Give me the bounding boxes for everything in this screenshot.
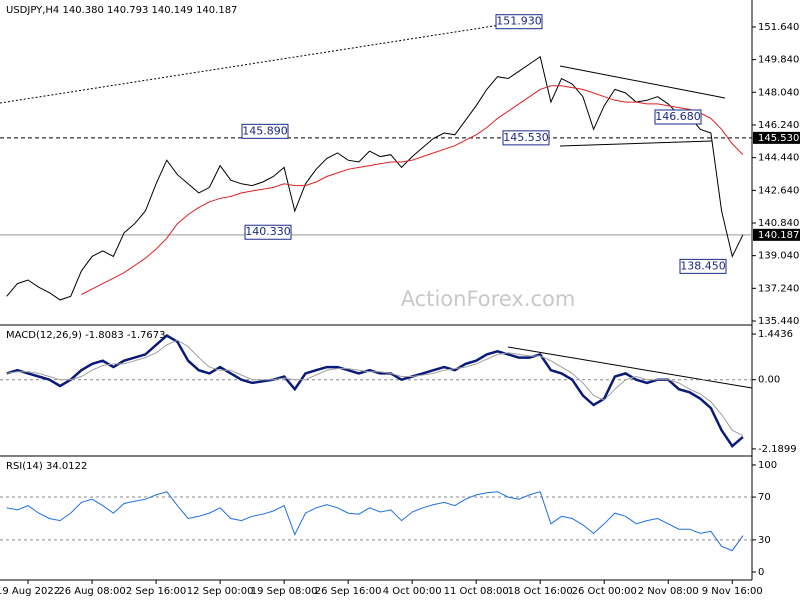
x-tick-label: 19 Sep 08:00	[251, 586, 318, 597]
y-tick-label: 144.440	[758, 153, 799, 164]
trend-line	[559, 65, 726, 99]
trend-line	[559, 140, 713, 147]
x-tick-label: 9 Nov 16:00	[702, 586, 763, 597]
annotation-box	[679, 258, 727, 274]
x-tick-label: 11 Oct 08:00	[444, 586, 509, 597]
price-title: USDJPY,H4 140.380 140.793 140.149 140.18…	[6, 5, 237, 16]
series-line	[6, 339, 744, 437]
level-box	[753, 131, 800, 144]
x-tick-label: 26 Aug 08:00	[58, 586, 125, 597]
y-tick-label: 148.040	[758, 87, 799, 98]
y-tick-label: 70	[758, 492, 771, 503]
annotation-box	[244, 224, 292, 240]
y-tick-label: 135.440	[758, 316, 799, 327]
x-tick-label: 19 Aug 2022	[0, 586, 60, 597]
annotation-label: 151.930	[496, 15, 542, 28]
x-tick-label: 18 Oct 16:00	[508, 586, 573, 597]
annotation-box	[241, 123, 289, 139]
y-tick-label: 0	[758, 567, 764, 578]
y-tick-label: 30	[758, 535, 771, 546]
trend-line	[507, 346, 753, 389]
y-tick-label: 0.00	[758, 375, 780, 386]
y-tick-label: 100	[758, 460, 777, 471]
annotation-box	[502, 130, 550, 146]
x-tick-label: 2 Nov 08:00	[638, 586, 699, 597]
y-tick-label: -2.1899	[758, 444, 797, 455]
level-label: 140.187	[758, 230, 799, 241]
series-line	[81, 85, 744, 295]
annotation-label: 140.330	[245, 225, 291, 238]
trend-line	[0, 24, 501, 104]
annotation-box	[495, 14, 543, 30]
y-tick-label: 140.840	[758, 218, 799, 229]
x-tick-label: 26 Sep 16:00	[315, 586, 382, 597]
annotation-label: 146.680	[655, 110, 701, 123]
level-label: 145.530	[758, 133, 799, 144]
watermark: ActionForex.com	[401, 287, 576, 311]
y-tick-label: 139.040	[758, 251, 799, 262]
annotation-label: 138.450	[680, 259, 726, 272]
x-tick-label: 2 Sep 16:00	[126, 586, 186, 597]
y-tick-label: 137.240	[758, 283, 799, 294]
annotation-label: 145.890	[242, 124, 288, 137]
x-tick-label: 26 Oct 00:00	[572, 586, 637, 597]
y-tick-label: 146.240	[758, 120, 799, 131]
y-tick-label: 142.640	[758, 185, 799, 196]
annotation-label: 145.530	[503, 131, 549, 144]
y-tick-label: 1.4436	[758, 329, 793, 340]
y-tick-label: 149.840	[758, 55, 799, 66]
level-box	[753, 228, 800, 241]
x-tick-label: 4 Oct 00:00	[383, 586, 442, 597]
x-tick-label: 12 Sep 00:00	[187, 586, 254, 597]
series-line	[6, 491, 744, 552]
annotation-box	[654, 109, 702, 125]
rsi-title: RSI(14) 34.0122	[6, 461, 87, 472]
macd-title: MACD(12,26,9) -1.8083 -1.7673	[6, 330, 166, 341]
series-line	[6, 55, 744, 301]
y-tick-label: 151.640	[758, 22, 799, 33]
